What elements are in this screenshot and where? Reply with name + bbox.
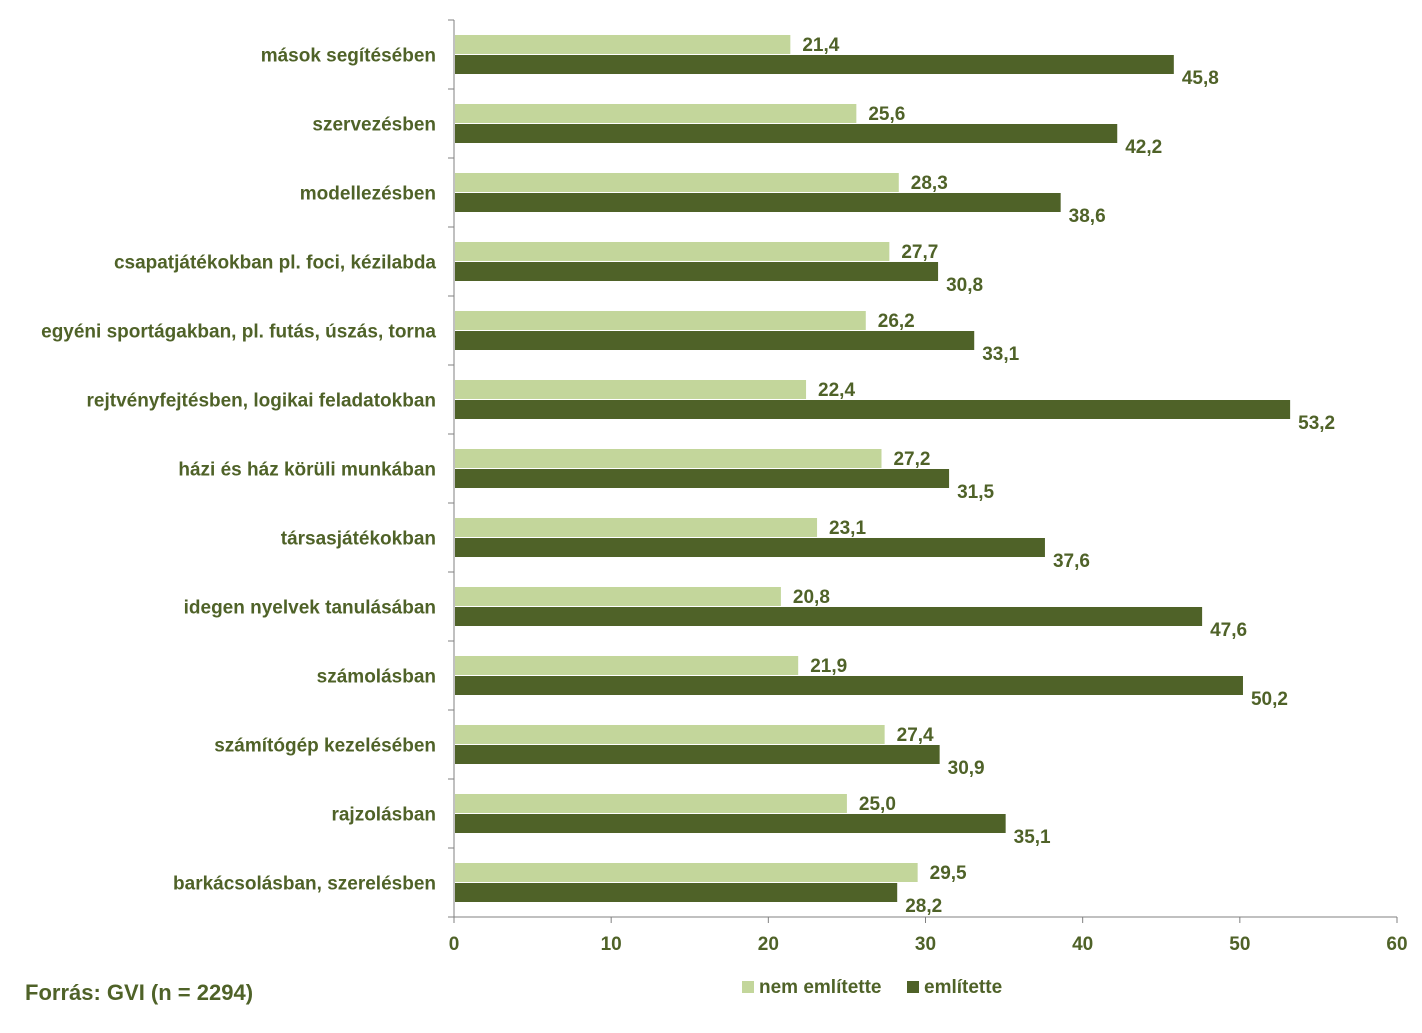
x-tick-label: 60 xyxy=(1386,934,1407,955)
bars xyxy=(455,35,1291,902)
data-label-emlitette: 53,2 xyxy=(1298,413,1335,434)
bar-nem-emlitette xyxy=(455,518,818,537)
category-labels: mások segítésében szervezésben modellezésb… xyxy=(41,46,436,895)
bar-nem-emlitette xyxy=(455,794,847,813)
bar-emlitette xyxy=(455,883,898,902)
bar-nem-emlitette xyxy=(455,242,890,261)
bar-nem-emlitette xyxy=(455,449,882,468)
data-labels: 21,4 45,8 25,6 42,2 28,3 38,6 27,7 30,8 26,2 33,1… xyxy=(793,35,1335,917)
bar-nem-emlitette xyxy=(455,35,791,54)
bar-emlitette xyxy=(455,676,1243,695)
x-tick-label: 10 xyxy=(601,934,622,955)
data-label-nem-emlitette: 28,3 xyxy=(911,173,948,194)
x-tick-label: 50 xyxy=(1229,934,1250,955)
bar-emlitette xyxy=(455,331,975,350)
legend-swatch xyxy=(907,981,919,993)
bar-nem-emlitette xyxy=(455,587,781,606)
data-label-nem-emlitette: 27,4 xyxy=(897,725,934,746)
bar-nem-emlitette xyxy=(455,104,857,123)
category-label: számítógép kezelésében xyxy=(214,736,436,757)
data-label-nem-emlitette: 21,9 xyxy=(810,656,847,677)
data-label-nem-emlitette: 25,0 xyxy=(859,794,896,815)
data-label-emlitette: 30,8 xyxy=(946,275,983,296)
data-label-nem-emlitette: 25,6 xyxy=(868,104,905,125)
category-label: modellezésben xyxy=(300,184,436,205)
source-note: Forrás: GVI (n = 2294) xyxy=(25,980,254,1005)
bar-nem-emlitette xyxy=(455,311,866,330)
category-label: barkácsolásban, szerelésben xyxy=(173,874,436,895)
bar-emlitette xyxy=(455,607,1203,626)
bar-emlitette xyxy=(455,193,1061,212)
bar-nem-emlitette xyxy=(455,725,885,744)
data-label-emlitette: 38,6 xyxy=(1069,206,1106,227)
data-label-nem-emlitette: 26,2 xyxy=(878,311,915,332)
category-label: mások segítésében xyxy=(261,46,436,67)
data-label-emlitette: 33,1 xyxy=(982,344,1019,365)
legend-label: nem említette xyxy=(759,977,881,998)
category-label: egyéni sportágakban, pl. futás, úszás, t… xyxy=(41,322,436,343)
data-label-emlitette: 31,5 xyxy=(957,482,994,503)
data-label-emlitette: 37,6 xyxy=(1053,551,1090,572)
data-label-emlitette: 47,6 xyxy=(1210,620,1247,641)
x-tick-label: 40 xyxy=(1072,934,1093,955)
bar-emlitette xyxy=(455,469,950,488)
x-tick-label: 30 xyxy=(915,934,936,955)
category-label: számolásban xyxy=(317,667,436,688)
bar-emlitette xyxy=(455,400,1291,419)
x-tick-label: 0 xyxy=(449,934,460,955)
bar-emlitette xyxy=(455,262,939,281)
x-tick-label: 20 xyxy=(758,934,779,955)
data-label-emlitette: 45,8 xyxy=(1182,68,1219,89)
bar-nem-emlitette xyxy=(455,863,918,882)
category-label: szervezésben xyxy=(312,115,436,136)
data-label-nem-emlitette: 27,2 xyxy=(893,449,930,470)
category-label: idegen nyelvek tanulásában xyxy=(184,598,436,619)
bar-emlitette xyxy=(455,538,1045,557)
category-label: rejtvényfejtésben, logikai feladatokban xyxy=(87,391,437,412)
legend: nem említette említette xyxy=(742,977,1002,998)
data-label-emlitette: 50,2 xyxy=(1251,689,1288,710)
category-label: házi és ház körüli munkában xyxy=(178,460,436,481)
data-label-emlitette: 30,9 xyxy=(948,758,985,779)
bar-emlitette xyxy=(455,814,1006,833)
legend-swatch xyxy=(742,981,754,993)
data-label-emlitette: 42,2 xyxy=(1125,137,1162,158)
category-label: társasjátékokban xyxy=(281,529,436,550)
x-axis-ticks: 0 10 20 30 40 50 60 xyxy=(449,917,1408,955)
bar-emlitette xyxy=(455,55,1174,74)
data-label-nem-emlitette: 20,8 xyxy=(793,587,830,608)
data-label-nem-emlitette: 23,1 xyxy=(829,518,866,539)
category-label: csapatjátékokban pl. foci, kézilabda xyxy=(114,253,436,274)
bar-emlitette xyxy=(455,124,1118,143)
bar-nem-emlitette xyxy=(455,656,799,675)
bar-nem-emlitette xyxy=(455,173,899,192)
legend-label: említette xyxy=(924,977,1002,998)
category-label: rajzolásban xyxy=(331,805,436,826)
data-label-nem-emlitette: 27,7 xyxy=(901,242,938,263)
data-label-nem-emlitette: 21,4 xyxy=(802,35,839,56)
data-label-emlitette: 28,2 xyxy=(905,896,942,917)
bar-emlitette xyxy=(455,745,940,764)
data-label-emlitette: 35,1 xyxy=(1014,827,1051,848)
data-label-nem-emlitette: 29,5 xyxy=(930,863,967,884)
bar-nem-emlitette xyxy=(455,380,807,399)
data-label-nem-emlitette: 22,4 xyxy=(818,380,855,401)
